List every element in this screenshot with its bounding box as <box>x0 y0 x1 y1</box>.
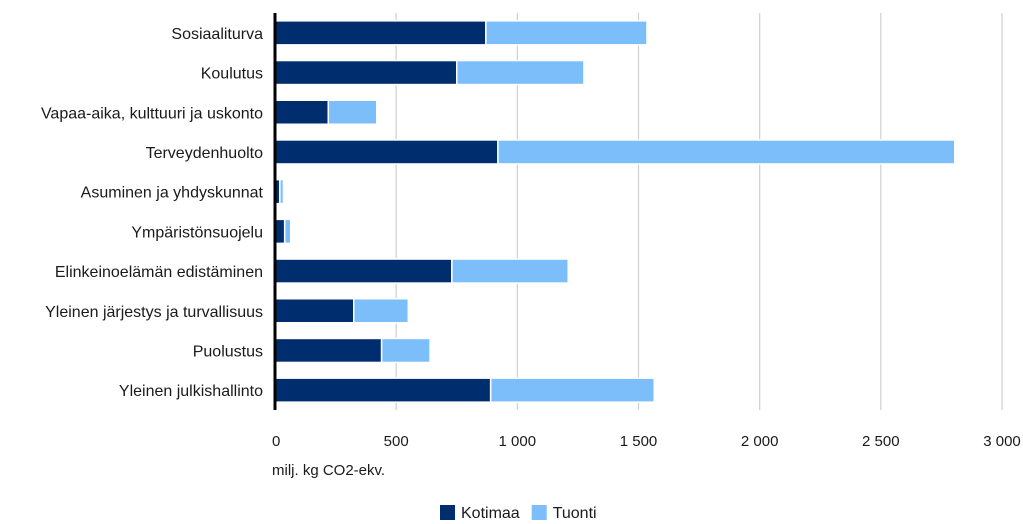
bar-tuonti-vapaa-aika-kulttuuri-ja-uskonto <box>327 99 378 125</box>
bar-kotimaa-koulutus <box>274 59 458 86</box>
category-labels: Sosiaaliturva Koulutus Vapaa-aika, kulttuu… <box>41 26 264 400</box>
category-label: Vapaa-aika, kulttuuri ja uskonto <box>41 105 263 122</box>
bar-tuonti-puolustus <box>380 337 431 364</box>
legend-label-kotimaa: Kotimaa <box>461 505 520 522</box>
legend-swatch-tuonti <box>531 505 547 520</box>
x-tick-label: 1 500 <box>620 433 658 450</box>
legend-label-tuonti: Tuonti <box>553 505 597 522</box>
bar-kotimaa-puolustus <box>274 337 383 364</box>
bar-tuonti-asuminen-ja-yhdyskunnat <box>279 178 285 205</box>
x-tick-label: 2 500 <box>862 433 900 450</box>
x-tick-label: 0 <box>272 433 280 450</box>
bar-tuonti-ymparistonsuojelu <box>283 218 292 245</box>
bar-kotimaa-yleinen-julkishallinto <box>274 377 492 403</box>
bar-kotimaa-terveydenhuolto <box>274 139 499 165</box>
legend: Kotimaa Tuonti <box>440 505 597 522</box>
bar-kotimaa-yleinen-jarjestys-ja-turvallisuus <box>274 298 355 324</box>
bar-tuonti-elinkeinoelaman-edistaminen <box>451 258 569 284</box>
category-label: Ympäristönsuojelu <box>131 224 263 241</box>
x-tick-label: 2 000 <box>741 433 779 450</box>
category-label: Elinkeinoelämän edistäminen <box>55 264 263 281</box>
legend-swatch-kotimaa <box>440 505 455 520</box>
category-label: Asuminen ja yhdyskunnat <box>81 185 264 202</box>
bar-tuonti-yleinen-jarjestys-ja-turvallisuus <box>353 298 410 324</box>
category-label: Koulutus <box>201 66 263 83</box>
x-axis-title: milj. kg CO2-ekv. <box>272 462 385 479</box>
bar-kotimaa-sosiaaliturva <box>274 20 487 46</box>
category-label: Yleinen järjestys ja turvallisuus <box>45 304 263 321</box>
category-label: Terveydenhuolto <box>146 145 264 162</box>
bar-kotimaa-vapaa-aika-kulttuuri-ja-uskonto <box>274 99 330 125</box>
bars <box>274 20 956 403</box>
x-tick-labels: 0 500 1 000 1 500 2 000 2 500 3 000 <box>272 433 1021 450</box>
category-label: Puolustus <box>193 343 263 360</box>
bar-tuonti-koulutus <box>456 59 585 86</box>
x-tick-label: 500 <box>384 433 409 450</box>
bar-tuonti-terveydenhuolto <box>497 139 956 165</box>
x-tick-label: 1 000 <box>499 433 537 450</box>
bar-kotimaa-elinkeinoelaman-edistaminen <box>274 258 453 284</box>
x-tick-label: 3 000 <box>983 433 1021 450</box>
bar-tuonti-sosiaaliturva <box>485 20 648 46</box>
category-label: Yleinen julkishallinto <box>119 383 263 400</box>
bar-tuonti-yleinen-julkishallinto <box>489 377 656 403</box>
category-label: Sosiaaliturva <box>171 26 263 43</box>
